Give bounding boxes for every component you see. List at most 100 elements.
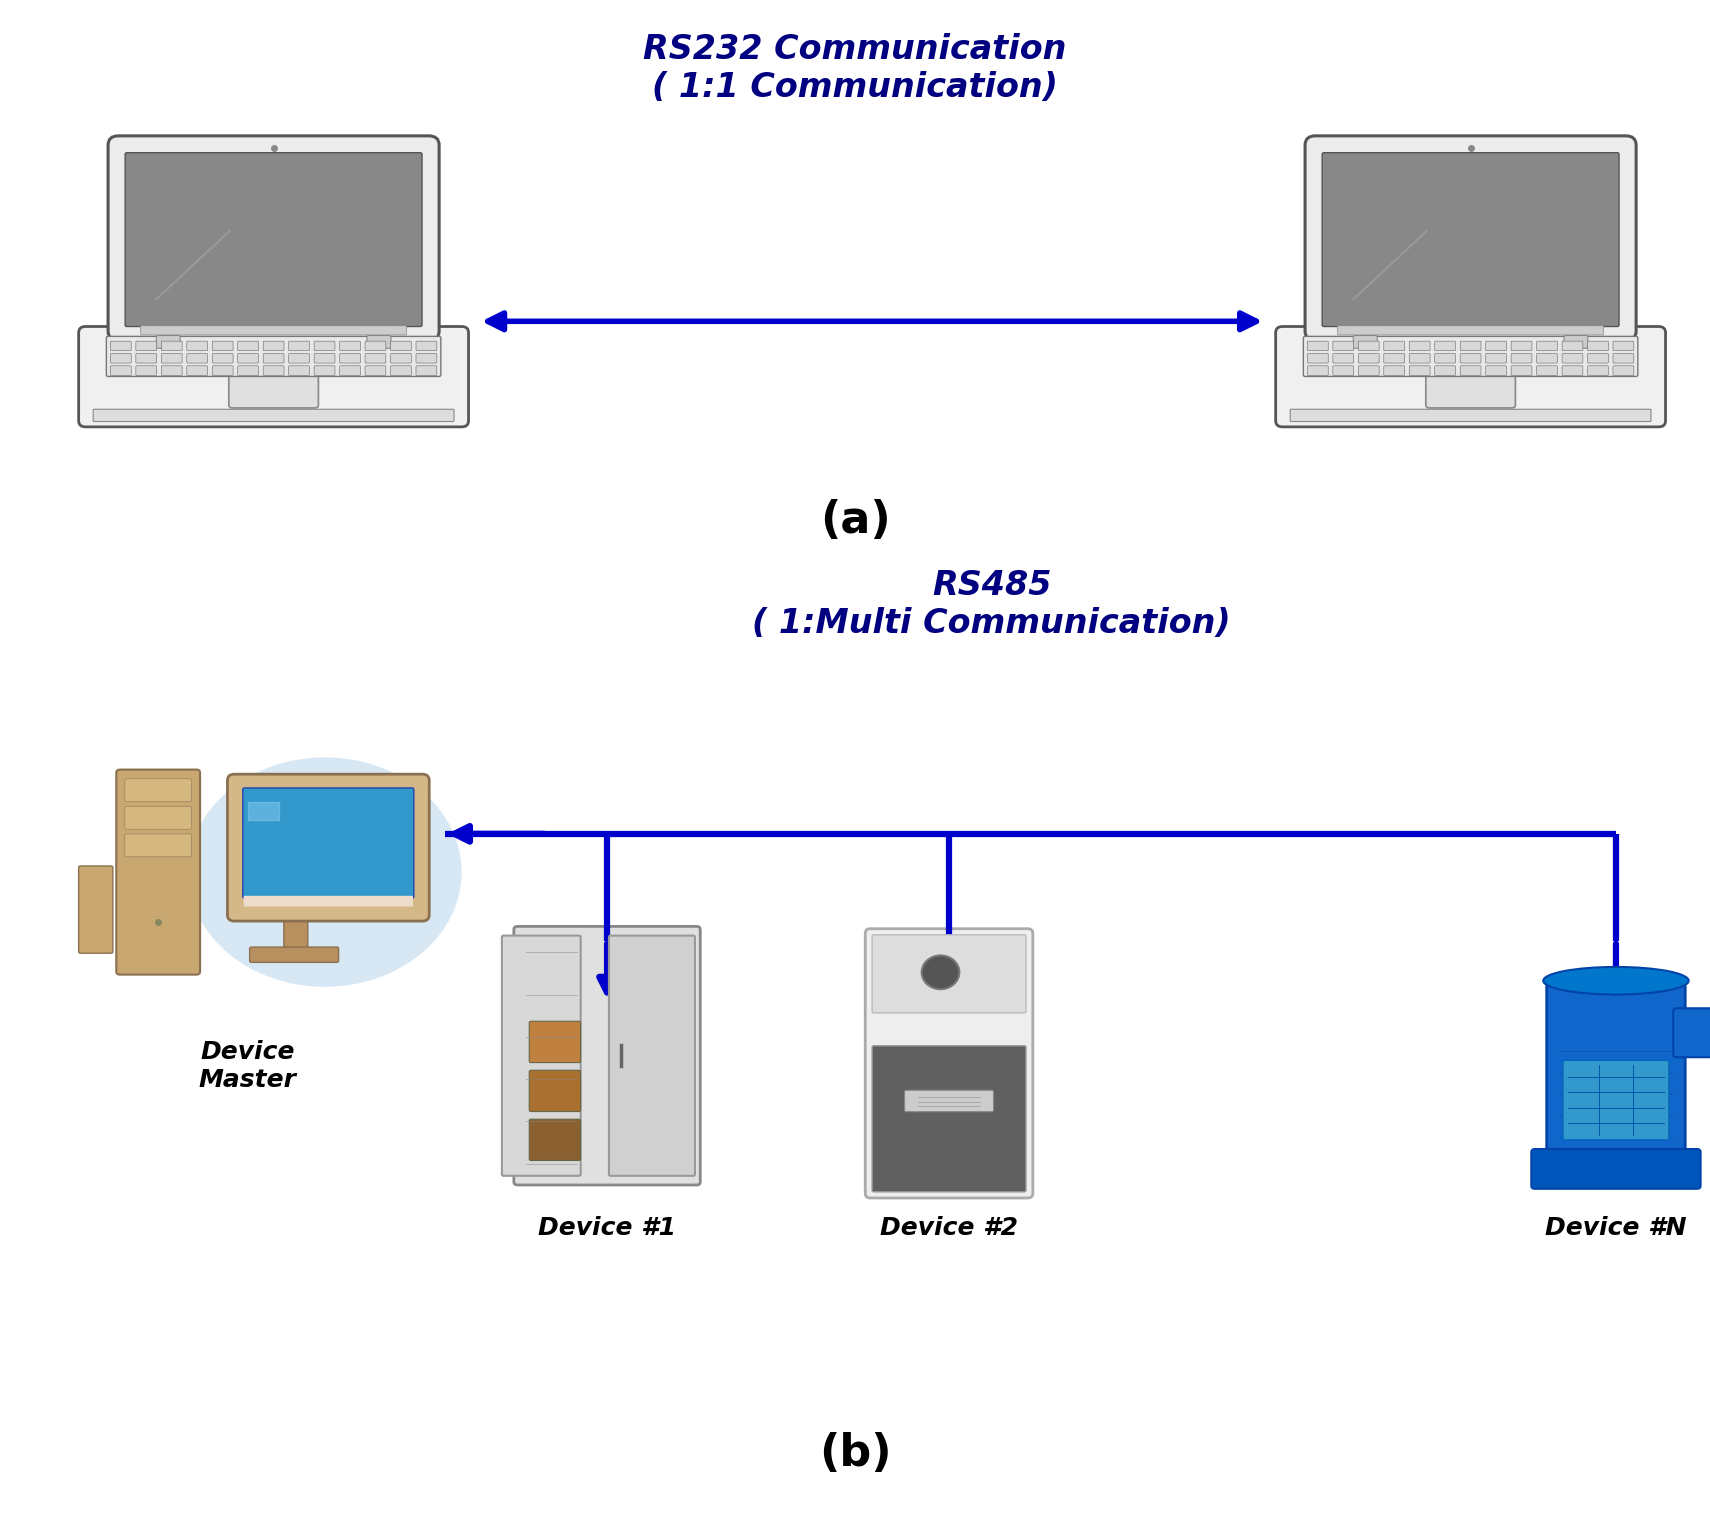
FancyBboxPatch shape xyxy=(125,779,192,802)
FancyBboxPatch shape xyxy=(1383,366,1404,375)
FancyBboxPatch shape xyxy=(609,935,694,1175)
FancyBboxPatch shape xyxy=(1308,353,1329,363)
FancyBboxPatch shape xyxy=(1435,341,1455,350)
FancyBboxPatch shape xyxy=(1613,353,1633,363)
FancyBboxPatch shape xyxy=(238,353,258,363)
FancyBboxPatch shape xyxy=(315,353,335,363)
FancyBboxPatch shape xyxy=(238,366,258,375)
FancyBboxPatch shape xyxy=(1409,366,1430,375)
FancyBboxPatch shape xyxy=(390,353,412,363)
FancyBboxPatch shape xyxy=(1537,366,1558,375)
FancyBboxPatch shape xyxy=(1563,1060,1669,1140)
FancyBboxPatch shape xyxy=(1383,353,1404,363)
FancyBboxPatch shape xyxy=(186,366,207,375)
Text: (b): (b) xyxy=(819,1432,891,1475)
FancyBboxPatch shape xyxy=(1308,341,1329,350)
FancyBboxPatch shape xyxy=(1512,366,1532,375)
FancyBboxPatch shape xyxy=(212,366,233,375)
FancyBboxPatch shape xyxy=(1486,341,1507,350)
FancyBboxPatch shape xyxy=(1276,326,1666,427)
FancyBboxPatch shape xyxy=(1332,366,1354,375)
FancyBboxPatch shape xyxy=(245,897,414,906)
FancyBboxPatch shape xyxy=(125,834,192,857)
FancyBboxPatch shape xyxy=(125,153,422,326)
FancyBboxPatch shape xyxy=(238,341,258,350)
FancyBboxPatch shape xyxy=(106,337,441,376)
FancyBboxPatch shape xyxy=(390,341,412,350)
FancyBboxPatch shape xyxy=(1587,341,1609,350)
FancyBboxPatch shape xyxy=(528,1071,580,1111)
FancyBboxPatch shape xyxy=(1537,353,1558,363)
FancyBboxPatch shape xyxy=(1561,341,1583,350)
Ellipse shape xyxy=(1542,967,1688,995)
FancyBboxPatch shape xyxy=(135,353,157,363)
FancyBboxPatch shape xyxy=(1383,341,1404,350)
FancyBboxPatch shape xyxy=(416,353,436,363)
FancyBboxPatch shape xyxy=(186,341,207,350)
FancyBboxPatch shape xyxy=(1546,982,1686,1160)
FancyBboxPatch shape xyxy=(1353,335,1377,349)
Ellipse shape xyxy=(188,757,462,987)
FancyBboxPatch shape xyxy=(1587,353,1609,363)
FancyBboxPatch shape xyxy=(135,366,157,375)
FancyBboxPatch shape xyxy=(289,366,310,375)
FancyBboxPatch shape xyxy=(289,353,310,363)
Text: Device #1: Device #1 xyxy=(539,1216,675,1241)
FancyBboxPatch shape xyxy=(1332,341,1354,350)
FancyBboxPatch shape xyxy=(513,926,701,1184)
FancyBboxPatch shape xyxy=(1303,337,1638,376)
FancyBboxPatch shape xyxy=(390,366,412,375)
FancyBboxPatch shape xyxy=(161,341,183,350)
FancyBboxPatch shape xyxy=(315,366,335,375)
Text: Device #2: Device #2 xyxy=(881,1216,1017,1241)
FancyBboxPatch shape xyxy=(872,1047,1026,1192)
FancyBboxPatch shape xyxy=(528,1120,580,1160)
FancyBboxPatch shape xyxy=(79,866,113,953)
FancyBboxPatch shape xyxy=(140,326,407,335)
FancyBboxPatch shape xyxy=(865,929,1033,1198)
FancyBboxPatch shape xyxy=(1561,366,1583,375)
FancyBboxPatch shape xyxy=(161,353,183,363)
FancyBboxPatch shape xyxy=(1512,353,1532,363)
FancyBboxPatch shape xyxy=(1409,353,1430,363)
FancyBboxPatch shape xyxy=(263,366,284,375)
FancyBboxPatch shape xyxy=(340,353,361,363)
FancyBboxPatch shape xyxy=(528,1022,580,1062)
FancyBboxPatch shape xyxy=(1565,335,1589,349)
FancyBboxPatch shape xyxy=(156,335,180,349)
FancyBboxPatch shape xyxy=(1409,341,1430,350)
FancyBboxPatch shape xyxy=(111,366,132,375)
FancyBboxPatch shape xyxy=(340,366,361,375)
FancyBboxPatch shape xyxy=(1460,366,1481,375)
FancyBboxPatch shape xyxy=(1613,341,1633,350)
FancyBboxPatch shape xyxy=(1358,353,1380,363)
FancyBboxPatch shape xyxy=(263,353,284,363)
Circle shape xyxy=(922,955,959,990)
FancyBboxPatch shape xyxy=(1435,353,1455,363)
FancyBboxPatch shape xyxy=(364,341,386,350)
FancyBboxPatch shape xyxy=(1305,136,1636,340)
FancyBboxPatch shape xyxy=(79,326,469,427)
FancyBboxPatch shape xyxy=(1289,409,1650,421)
FancyBboxPatch shape xyxy=(212,341,233,350)
FancyBboxPatch shape xyxy=(315,341,335,350)
Text: Device
Master: Device Master xyxy=(198,1040,298,1092)
FancyBboxPatch shape xyxy=(1537,341,1558,350)
FancyBboxPatch shape xyxy=(872,935,1026,1013)
FancyBboxPatch shape xyxy=(1358,366,1380,375)
FancyBboxPatch shape xyxy=(212,353,233,363)
FancyBboxPatch shape xyxy=(1486,353,1507,363)
FancyBboxPatch shape xyxy=(1460,341,1481,350)
FancyBboxPatch shape xyxy=(416,366,436,375)
FancyBboxPatch shape xyxy=(108,136,439,340)
FancyBboxPatch shape xyxy=(186,353,207,363)
FancyBboxPatch shape xyxy=(1358,341,1380,350)
FancyBboxPatch shape xyxy=(125,806,192,829)
Text: Device #N: Device #N xyxy=(1546,1216,1686,1241)
FancyBboxPatch shape xyxy=(116,770,200,975)
FancyBboxPatch shape xyxy=(1587,366,1609,375)
FancyBboxPatch shape xyxy=(229,373,318,409)
FancyBboxPatch shape xyxy=(905,1091,994,1112)
FancyBboxPatch shape xyxy=(111,341,132,350)
FancyBboxPatch shape xyxy=(1561,353,1583,363)
